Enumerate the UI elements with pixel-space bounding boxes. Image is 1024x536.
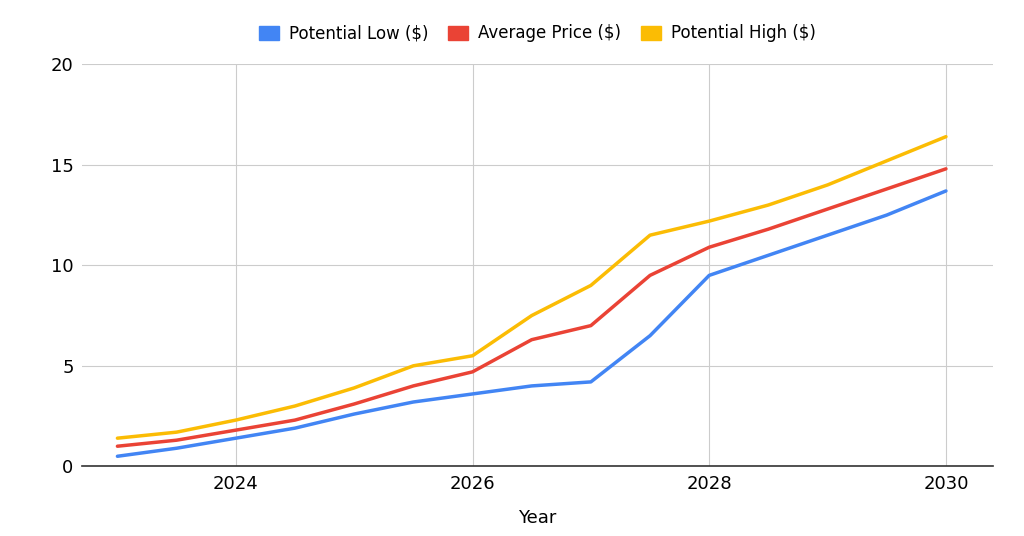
X-axis label: Year: Year xyxy=(518,509,557,527)
Legend: Potential Low ($), Average Price ($), Potential High ($): Potential Low ($), Average Price ($), Po… xyxy=(259,25,816,42)
